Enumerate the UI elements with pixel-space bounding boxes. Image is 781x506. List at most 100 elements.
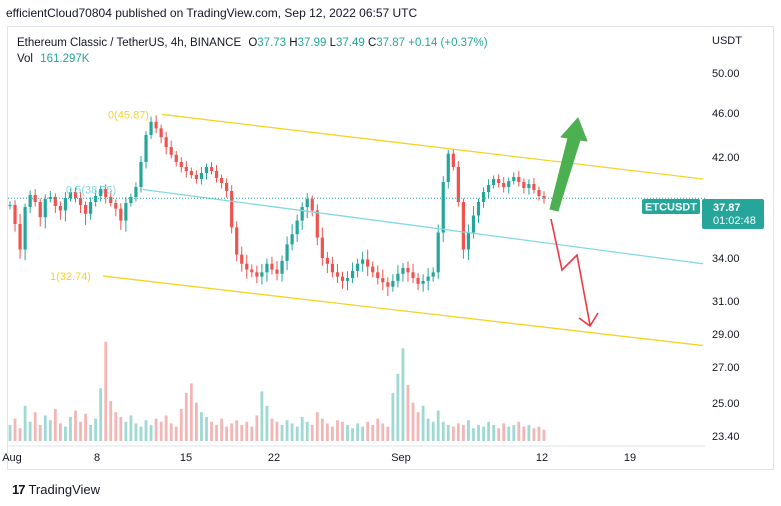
- volume-bar: [502, 423, 506, 441]
- candle-body: [230, 191, 234, 228]
- candle-body: [109, 197, 113, 203]
- candle-body: [189, 171, 193, 175]
- candle-body: [23, 207, 27, 250]
- candle-body: [315, 210, 319, 238]
- volume-bar: [396, 373, 400, 441]
- candle-body: [209, 167, 214, 171]
- volume-bar: [23, 405, 27, 441]
- footer-brand[interactable]: 17 TradingView: [12, 482, 100, 497]
- channel-mid-line: [142, 188, 704, 265]
- volume-bar: [386, 426, 390, 441]
- volume-bar: [537, 426, 541, 441]
- candle-body: [265, 263, 269, 273]
- candle-body: [345, 278, 350, 281]
- symbol-line[interactable]: Ethereum Classic / TetherUS, 4h, BINANCE: [17, 37, 242, 49]
- price-tag-symbol: ETCUSDT: [645, 202, 697, 214]
- volume-bar: [114, 412, 118, 441]
- volume-layer: [8, 341, 546, 441]
- candle-body: [481, 192, 486, 202]
- candle-body: [401, 268, 405, 274]
- x-tick-label: 19: [624, 452, 636, 464]
- volume-bar: [109, 401, 113, 441]
- x-tick-label: 22: [268, 452, 280, 464]
- candle-body: [517, 177, 521, 182]
- candle-body: [169, 147, 173, 155]
- volume-bar: [18, 428, 22, 441]
- candle-body: [270, 263, 274, 270]
- candle-body: [325, 258, 329, 264]
- candle-body: [219, 178, 224, 183]
- volume-bar: [179, 409, 183, 441]
- candle-body: [260, 272, 264, 277]
- volume-bar: [58, 423, 62, 441]
- channel-lower-line: [102, 275, 704, 347]
- candle-body: [68, 192, 73, 198]
- volume-bar: [507, 426, 511, 441]
- candle-body: [416, 278, 420, 284]
- candle-body: [476, 202, 481, 216]
- volume-bar: [527, 425, 531, 441]
- candle-body: [53, 197, 57, 206]
- change-value: +0.14 (+0.37%): [408, 37, 488, 49]
- volume-bar: [487, 421, 490, 441]
- candle-body: [63, 198, 68, 211]
- candle-body: [295, 220, 299, 235]
- volume-bar: [94, 418, 98, 441]
- volume-bar: [391, 393, 395, 441]
- fib-level-label: 0(45.87): [108, 109, 149, 121]
- low-label: L: [329, 37, 336, 49]
- candle-body: [204, 167, 209, 173]
- candle-body: [225, 183, 229, 191]
- candle-body: [154, 121, 158, 129]
- candle-body: [371, 266, 375, 273]
- high-value: 37.99: [297, 37, 327, 49]
- volume-row: Vol 161.297K: [17, 51, 488, 67]
- volume-bar: [194, 402, 198, 441]
- volume-bar: [280, 425, 284, 441]
- candle-body: [18, 224, 22, 250]
- candle-body: [124, 203, 128, 221]
- price-tag-countdown: 01:02:48: [713, 215, 756, 227]
- candle-body: [43, 199, 47, 218]
- fib-level-label: 0.5(38.75): [66, 185, 116, 197]
- candle-body: [446, 153, 450, 182]
- drawing-layer[interactable]: 0(45.87) 0.5(38.75) 1(32.74): [8, 109, 705, 347]
- fib-level-label: 1(32.74): [50, 271, 91, 283]
- y-tick-label: 29.00: [712, 329, 740, 341]
- price-tag-value-box: [702, 199, 764, 229]
- projection-down-arrowhead: [578, 312, 599, 328]
- volume-bar: [472, 428, 475, 441]
- candle-body: [285, 244, 289, 261]
- volume-bar: [189, 383, 193, 441]
- price-scale-currency: USDT: [712, 35, 742, 47]
- volume-bar: [497, 428, 501, 441]
- volume-bar: [235, 420, 239, 441]
- volume-bar: [240, 425, 244, 441]
- x-tick-label: 8: [94, 452, 100, 464]
- price-tag: ETCUSDT 37.87 01:02:48: [642, 199, 764, 229]
- chart-frame: [7, 26, 774, 470]
- x-tick-label: 12: [536, 452, 548, 464]
- volume-bar: [144, 420, 148, 441]
- high-label: H: [289, 37, 298, 49]
- volume-bar: [446, 425, 450, 441]
- candle-body: [134, 187, 138, 197]
- candle-body: [129, 197, 133, 203]
- candle-body: [451, 153, 455, 167]
- volume-bar: [522, 426, 526, 441]
- y-tick-label: 31.00: [712, 296, 740, 308]
- footer-brand-name: TradingView: [28, 482, 101, 497]
- candle-body: [542, 196, 546, 199]
- candle-body: [466, 232, 471, 250]
- candle-layer: [8, 115, 546, 296]
- channel-upper-line: [161, 113, 704, 180]
- candle-body: [174, 154, 178, 162]
- volume-bar: [13, 418, 17, 441]
- x-tick-label: Aug: [2, 452, 22, 464]
- volume-bar: [305, 421, 309, 441]
- volume-bar: [139, 426, 143, 441]
- volume-bar: [451, 426, 455, 441]
- close-label: C: [367, 37, 377, 49]
- volume-bar: [220, 418, 223, 441]
